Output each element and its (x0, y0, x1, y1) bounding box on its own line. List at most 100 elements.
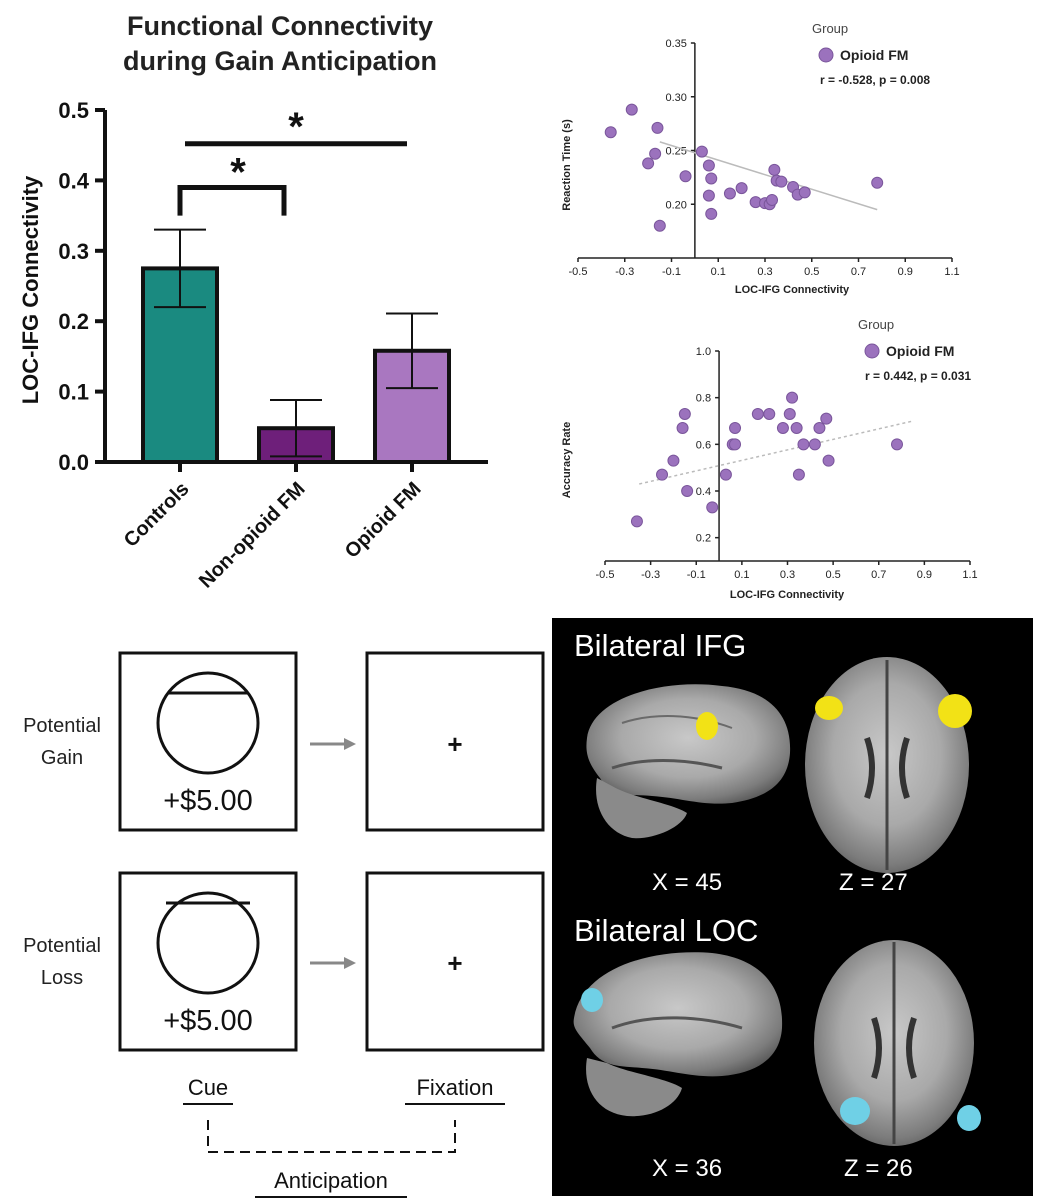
accuracy-scatter-panel: Group Opioid FM r = 0.442, p = 0.031 Acc… (560, 310, 1000, 605)
scatter-point (625, 103, 638, 116)
ifg-sagittal-brain (586, 684, 791, 839)
scatter-x-tick-label: -0.1 (687, 569, 706, 581)
scatter-y-tick-label: 0.2 (696, 533, 711, 545)
scatter-point (702, 189, 715, 202)
loc-sagittal-coord: X = 36 (652, 1155, 722, 1182)
scatter-y-tick-label: 0.8 (696, 393, 711, 405)
scatter-point (705, 172, 718, 185)
reaction-time-scatter: Group Opioid FM r = -0.528, p = 0.008 Re… (561, 21, 960, 296)
scatter-point (891, 438, 903, 451)
bar-chart-title-line2: during Gain Anticipation (123, 46, 437, 76)
sc1-legend-title: Group (812, 21, 848, 36)
loc-axial-right-highlight (957, 1105, 981, 1131)
task-diagram: Potential Gain +$5.00 + Potential Loss +… (23, 651, 545, 1198)
bar-y-tick-label: 0.3 (58, 239, 89, 264)
bar-x-label: Controls (120, 478, 194, 552)
trend-line (659, 141, 878, 211)
gain-cue-box (118, 651, 298, 832)
scatter-x-tick-label: 1.1 (944, 266, 959, 278)
fixation-label: Fixation (416, 1075, 493, 1100)
anticipation-label: Anticipation (274, 1168, 388, 1193)
reaction-time-scatter-panel: Group Opioid FM r = -0.528, p = 0.008 Re… (540, 10, 1010, 300)
scatter-y-tick-label: 0.35 (665, 38, 686, 50)
sc2-xlabel: LOC-IFG Connectivity (730, 589, 845, 601)
scatter-x-tick-label: 0.9 (898, 266, 913, 278)
loc-axial-coord: Z = 26 (844, 1155, 913, 1182)
loc-sagittal-highlight (581, 988, 603, 1012)
scatter-point (729, 422, 742, 434)
bar-y-tick-label: 0.1 (58, 380, 89, 405)
significance-star-1: * (230, 150, 246, 194)
scatter-point (813, 422, 826, 434)
scatter-x-tick-label: 0.7 (851, 266, 866, 278)
loss-arrow-icon (310, 957, 356, 969)
scatter-x-tick-label: 0.5 (825, 569, 840, 581)
bar-x-label: Opioid FM (341, 478, 426, 563)
scatter-point (642, 157, 655, 170)
bar-chart-panel: Functional Connectivity during Gain Anti… (0, 0, 520, 610)
scatter-x-tick-label: -0.5 (596, 569, 615, 581)
scatter-point (766, 193, 779, 206)
scatter-point (751, 408, 764, 420)
scatter-point (702, 159, 715, 172)
task-diagram-panel: Potential Gain +$5.00 + Potential Loss +… (0, 615, 550, 1200)
sc1-xlabel: LOC-IFG Connectivity (735, 284, 850, 296)
cue-label: Cue (188, 1075, 228, 1100)
loss-label-line2: Loss (41, 967, 83, 989)
ifg-sagittal-coord: X = 45 (652, 869, 722, 896)
scatter-y-tick-label: 0.6 (696, 439, 711, 451)
bar-chart-title-line1: Functional Connectivity (127, 11, 433, 41)
gain-amount: +$5.00 (163, 785, 253, 817)
scatter-point (653, 219, 666, 232)
sc2-legend-title: Group (858, 317, 894, 332)
accuracy-scatter: Group Opioid FM r = 0.442, p = 0.031 Acc… (561, 317, 978, 601)
scatter-x-tick-label: 0.3 (757, 266, 772, 278)
brain-images: Bilateral IFG X = 45 Z = 27 Bilateral LO… (573, 628, 981, 1182)
scatter-x-tick-label: 0.1 (711, 266, 726, 278)
scatter-y-tick-label: 1.0 (696, 346, 711, 358)
scatter-point (676, 422, 689, 434)
loss-label-line1: Potential (23, 935, 101, 957)
loc-title: Bilateral LOC (574, 913, 758, 948)
loss-cue-circle-icon (156, 891, 260, 995)
loss-amount: +$5.00 (163, 1005, 253, 1037)
ifg-axial-left-highlight (815, 696, 843, 720)
scatter-point (783, 408, 796, 420)
scatter-point (630, 515, 643, 528)
gain-cue-circle-icon (156, 671, 260, 775)
gain-fixation-box (365, 651, 545, 832)
scatter-point (808, 438, 821, 451)
bar-y-tick-label: 0.5 (58, 98, 89, 123)
scatter-point (729, 438, 742, 451)
scatter-point (678, 408, 691, 420)
scatter-point (798, 186, 811, 199)
sc1-stat: r = -0.528, p = 0.008 (820, 73, 930, 87)
scatter-point (871, 176, 884, 189)
sc2-legend-marker (864, 343, 880, 359)
scatter-point (790, 422, 803, 434)
scatter-x-tick-label: 0.1 (734, 569, 749, 581)
scatter-point (822, 454, 835, 467)
scatter-x-tick-label: -0.5 (569, 266, 588, 278)
ifg-axial-right-highlight (938, 694, 972, 728)
scatter-x-tick-label: 0.7 (871, 569, 886, 581)
scatter-point (768, 163, 781, 176)
ifg-title: Bilateral IFG (574, 628, 746, 663)
loc-sagittal-brain (573, 952, 783, 1117)
scatter-x-tick-label: 0.5 (804, 266, 819, 278)
scatter-y-tick-label: 0.30 (665, 92, 686, 104)
gain-fixation-cross: + (447, 729, 462, 759)
scatter-point (820, 412, 833, 425)
scatter-point (763, 408, 776, 420)
scatter-point (735, 182, 748, 195)
scatter-x-tick-label: 1.1 (962, 569, 977, 581)
bar-chart: Functional Connectivity during Gain Anti… (18, 11, 488, 592)
significance-star-2: * (288, 105, 304, 149)
gain-arrow-icon (310, 738, 356, 750)
brain-imaging-panel: Bilateral IFG X = 45 Z = 27 Bilateral LO… (552, 618, 1033, 1196)
ifg-axial-brain (805, 657, 972, 873)
sc1-legend-marker (818, 47, 834, 63)
scatter-x-tick-label: -0.1 (662, 266, 681, 278)
scatter-point (681, 485, 694, 497)
sc2-ylabel: Accuracy Rate (561, 422, 573, 498)
